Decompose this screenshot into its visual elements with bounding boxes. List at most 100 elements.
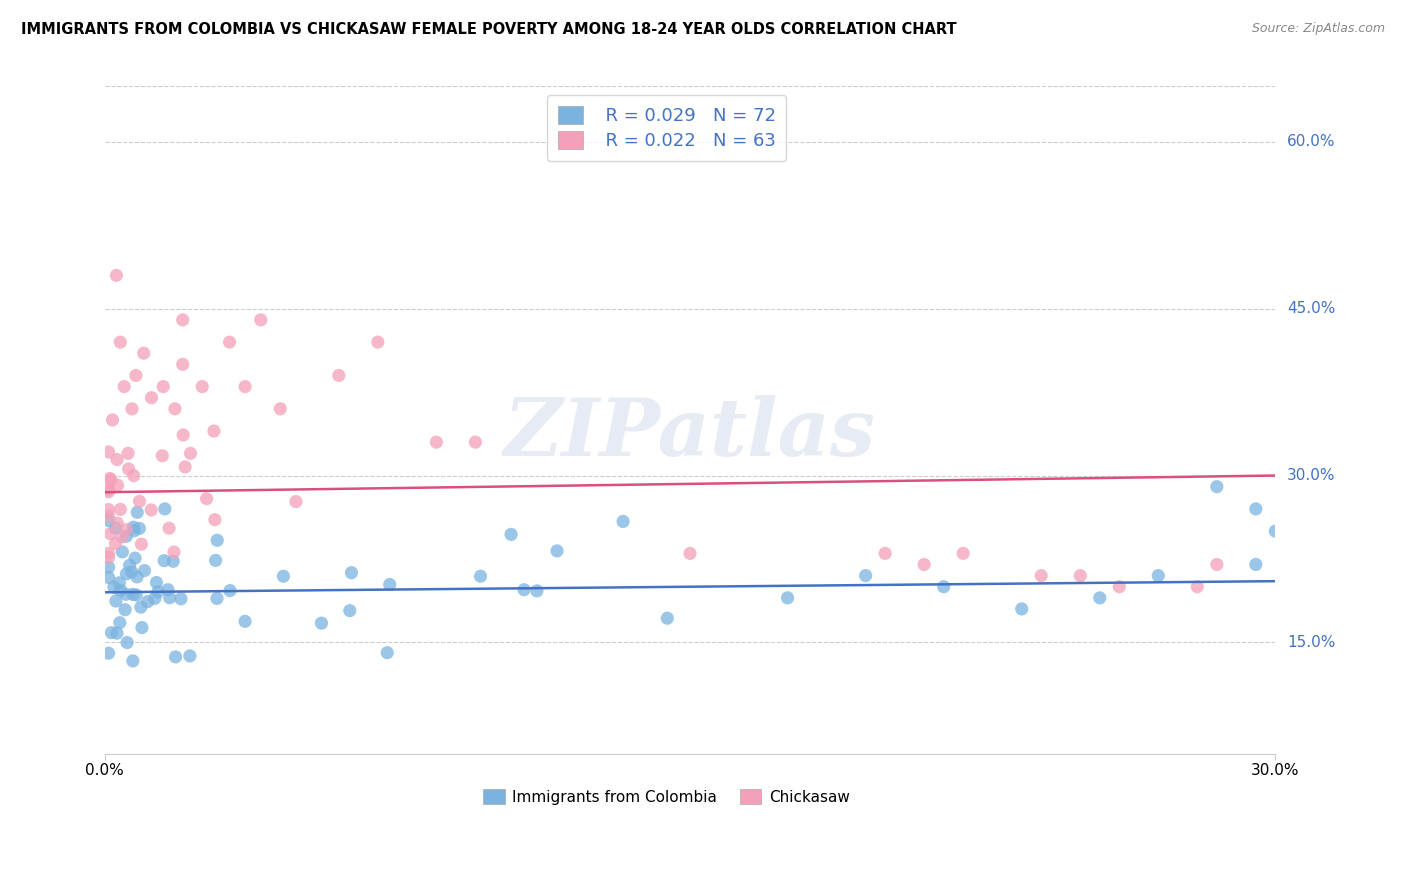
Point — [125, 368, 148, 383]
Point — [1011, 602, 1033, 616]
Point — [269, 401, 291, 416]
Point — [134, 564, 156, 578]
Point — [1205, 558, 1227, 572]
Point — [110, 335, 132, 350]
Y-axis label: Female Poverty Among 18-24 Year Olds: Female Poverty Among 18-24 Year Olds — [0, 268, 7, 571]
Point — [526, 583, 548, 598]
Point — [124, 551, 146, 566]
Point — [112, 379, 135, 393]
Point — [205, 591, 228, 606]
Point — [340, 566, 363, 580]
Point — [1147, 568, 1170, 582]
Text: IMMIGRANTS FROM COLOMBIA VS CHICKASAW FEMALE POVERTY AMONG 18-24 YEAR OLDS CORRE: IMMIGRANTS FROM COLOMBIA VS CHICKASAW FE… — [21, 22, 956, 37]
Point — [170, 591, 193, 606]
Point — [115, 529, 138, 543]
Point — [117, 446, 139, 460]
Point — [1108, 580, 1130, 594]
Point — [104, 536, 127, 550]
Point — [121, 401, 143, 416]
Point — [612, 515, 634, 529]
Point — [128, 494, 150, 508]
Point — [127, 505, 149, 519]
Point — [115, 635, 138, 649]
Point — [129, 600, 152, 615]
Point — [141, 503, 163, 517]
Point — [105, 268, 128, 283]
Point — [108, 575, 131, 590]
Point — [103, 580, 125, 594]
Point — [145, 575, 167, 590]
Point — [1244, 558, 1267, 572]
Point — [104, 521, 127, 535]
Point — [1205, 480, 1227, 494]
Point — [111, 530, 134, 544]
Point — [156, 582, 179, 597]
Point — [125, 588, 148, 602]
Point — [107, 478, 129, 492]
Point — [153, 502, 176, 516]
Point — [249, 313, 271, 327]
Point — [122, 587, 145, 601]
Point — [114, 603, 136, 617]
Point — [98, 471, 121, 485]
Point — [163, 401, 186, 416]
Point — [153, 554, 176, 568]
Point — [328, 368, 350, 383]
Point — [513, 582, 536, 597]
Point — [875, 546, 897, 560]
Point — [100, 473, 122, 487]
Point — [121, 565, 143, 579]
Point — [146, 585, 169, 599]
Point — [157, 521, 180, 535]
Point — [152, 379, 174, 393]
Point — [273, 569, 295, 583]
Point — [470, 569, 492, 583]
Point — [141, 391, 163, 405]
Point — [105, 452, 128, 467]
Point — [115, 523, 138, 537]
Point — [132, 346, 155, 360]
Point — [464, 435, 486, 450]
Point — [776, 591, 799, 605]
Point — [205, 533, 228, 548]
Point — [499, 527, 522, 541]
Point — [952, 546, 974, 560]
Point — [97, 502, 120, 516]
Point — [657, 611, 679, 625]
Point — [284, 494, 307, 508]
Point — [172, 428, 194, 442]
Point — [195, 491, 218, 506]
Point — [425, 435, 447, 450]
Point — [97, 445, 120, 459]
Point — [98, 526, 121, 541]
Point — [375, 646, 398, 660]
Point — [1264, 524, 1286, 538]
Point — [108, 615, 131, 630]
Point — [143, 591, 166, 606]
Text: ZIPatlas: ZIPatlas — [503, 394, 876, 472]
Point — [162, 554, 184, 568]
Point — [233, 379, 256, 393]
Point — [110, 502, 132, 516]
Point — [97, 546, 120, 560]
Point — [150, 449, 173, 463]
Point — [110, 583, 132, 598]
Point — [97, 508, 120, 523]
Point — [97, 560, 120, 574]
Point — [219, 583, 242, 598]
Point — [174, 459, 197, 474]
Point — [97, 514, 120, 528]
Point — [122, 520, 145, 534]
Text: 45.0%: 45.0% — [1286, 301, 1336, 317]
Point — [136, 594, 159, 608]
Point — [546, 544, 568, 558]
Point — [105, 626, 128, 640]
Point — [180, 446, 202, 460]
Point — [932, 580, 955, 594]
Point — [204, 513, 226, 527]
Point — [1187, 580, 1209, 594]
Point — [179, 648, 201, 663]
Point — [165, 649, 187, 664]
Point — [163, 545, 186, 559]
Point — [101, 413, 124, 427]
